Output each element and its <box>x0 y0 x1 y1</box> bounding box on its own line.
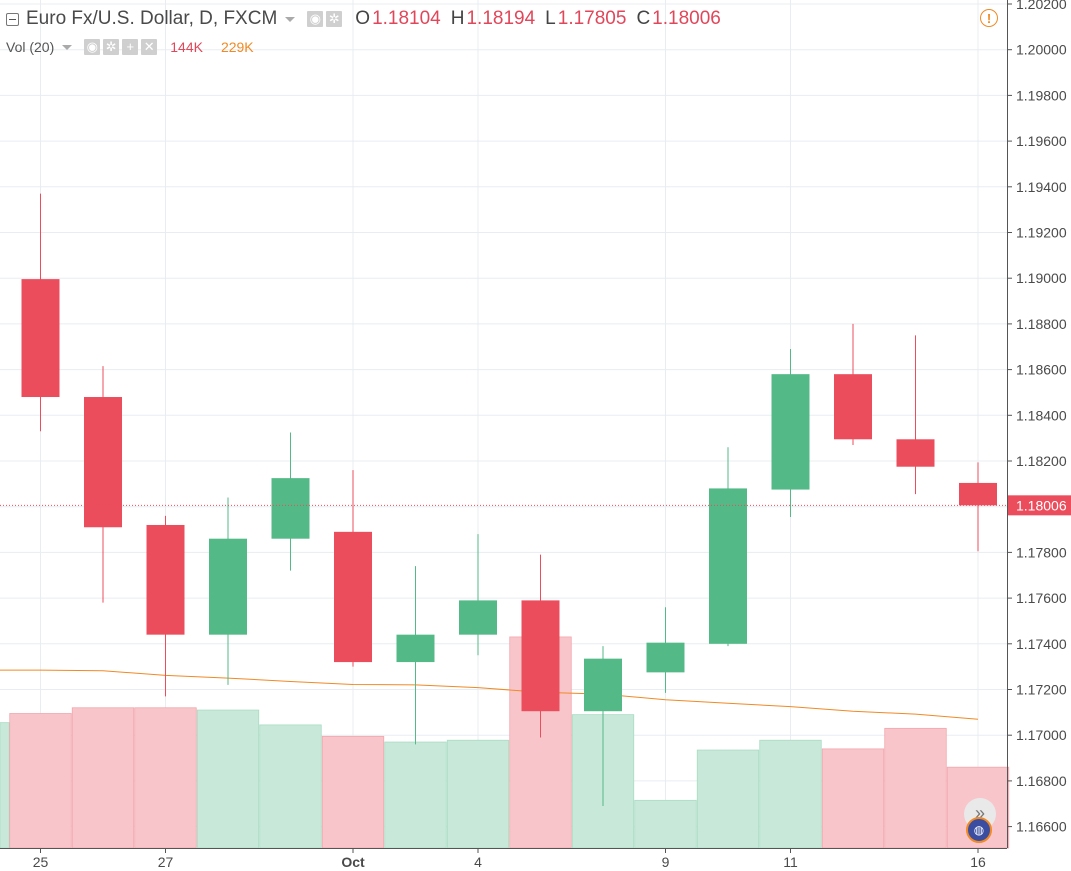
y-tick-label: 1.18400 <box>1016 407 1067 423</box>
y-tick-label: 1.17000 <box>1016 727 1067 743</box>
low-value: 1.17805 <box>557 8 627 29</box>
candle-body <box>209 538 247 635</box>
candle-body <box>584 658 622 712</box>
candle-body <box>709 488 747 644</box>
y-tick-label: 1.17400 <box>1016 636 1067 652</box>
volume-bar <box>446 739 510 849</box>
chevron-down-icon[interactable] <box>62 44 73 50</box>
candle-body <box>84 397 122 528</box>
volume-bar <box>634 799 697 849</box>
y-tick-label: 1.16600 <box>1016 819 1067 835</box>
chevron-down-icon[interactable] <box>285 16 296 22</box>
x-tick-label: 25 <box>33 854 49 870</box>
warning-icon[interactable]: ! <box>980 9 998 27</box>
volume-bar <box>134 707 197 849</box>
volume-ma-value: 229K <box>220 39 254 55</box>
y-tick-label: 1.20000 <box>1016 42 1067 58</box>
close-label: C <box>636 8 651 29</box>
open-value: 1.18104 <box>372 8 441 29</box>
volume-bar <box>321 735 385 849</box>
low-label: L <box>545 8 556 29</box>
candle-body <box>771 374 810 490</box>
volume-title[interactable]: Vol (20) <box>6 39 55 55</box>
y-tick-label: 1.16800 <box>1016 773 1067 789</box>
y-tick-label: 1.19400 <box>1016 179 1067 195</box>
y-tick-label: 1.19000 <box>1016 270 1067 286</box>
candle-body <box>21 279 60 398</box>
close-value: 1.18006 <box>652 8 721 29</box>
x-tick-label: 9 <box>662 854 670 870</box>
candle-body <box>896 439 935 467</box>
candle-body <box>334 531 372 663</box>
y-tick-label: 1.18200 <box>1016 453 1067 469</box>
y-tick-label: 1.20200 <box>1016 0 1067 12</box>
candle-body <box>959 482 997 506</box>
close-icon[interactable]: ✕ <box>141 39 158 55</box>
high-label: H <box>450 8 465 29</box>
symbol-title[interactable]: Euro Fx/U.S. Dollar, D, FXCM <box>26 8 278 29</box>
x-tick-label: 27 <box>158 854 174 870</box>
x-tick-label: 4 <box>474 854 482 870</box>
y-tick-label: 1.18800 <box>1016 316 1067 332</box>
last-price-tag <box>1008 495 1071 516</box>
volume-bar <box>384 741 447 849</box>
plus-icon[interactable]: + <box>122 39 139 55</box>
volume-value: 144K <box>170 39 203 55</box>
x-tick-label: Oct <box>341 854 365 870</box>
y-tick-label: 1.18600 <box>1016 362 1067 378</box>
volume-bar <box>821 748 885 849</box>
volume-bar <box>884 727 947 849</box>
x-tick-label: 11 <box>783 854 798 870</box>
eye-icon[interactable]: ◉ <box>84 39 101 55</box>
volume-bar <box>759 739 822 849</box>
volume-legend: Vol (20) ◉ ✲ + ✕ 144K 229K <box>6 39 254 55</box>
candle-body <box>396 634 435 663</box>
y-tick-label: 1.19600 <box>1016 133 1067 149</box>
volume-bar <box>0 722 10 849</box>
last-price-label: 1.18006 <box>1016 497 1067 513</box>
gear-icon[interactable]: ✲ <box>326 11 343 27</box>
y-tick-label: 1.19200 <box>1016 225 1067 241</box>
volume-bar <box>696 749 760 849</box>
globe-icon[interactable]: ◍ <box>966 817 992 843</box>
candle-body <box>271 478 310 539</box>
x-tick-label: 16 <box>970 854 986 870</box>
symbol-legend: Euro Fx/U.S. Dollar, D, FXCM ◉ ✲ O 1.181… <box>6 8 721 30</box>
candle-body <box>834 374 872 440</box>
y-tick-label: 1.19800 <box>1016 87 1067 103</box>
volume-bar <box>71 707 135 849</box>
candle-body <box>646 642 685 673</box>
open-label: O <box>355 8 371 29</box>
candle-body <box>521 600 560 712</box>
volume-bar <box>196 709 260 849</box>
volume-bar <box>9 713 72 849</box>
volume-ma-line <box>0 669 979 720</box>
candle-body <box>459 600 497 635</box>
gear-icon[interactable]: ✲ <box>103 39 120 55</box>
y-tick-label: 1.17200 <box>1016 682 1067 698</box>
collapse-icon[interactable] <box>6 12 19 26</box>
candle-body <box>146 524 185 635</box>
high-value: 1.18194 <box>466 8 536 29</box>
y-tick-label: 1.17800 <box>1016 544 1067 560</box>
y-tick-label: 1.17600 <box>1016 590 1067 606</box>
volume-bar <box>259 724 322 849</box>
eye-icon[interactable]: ◉ <box>307 11 324 27</box>
